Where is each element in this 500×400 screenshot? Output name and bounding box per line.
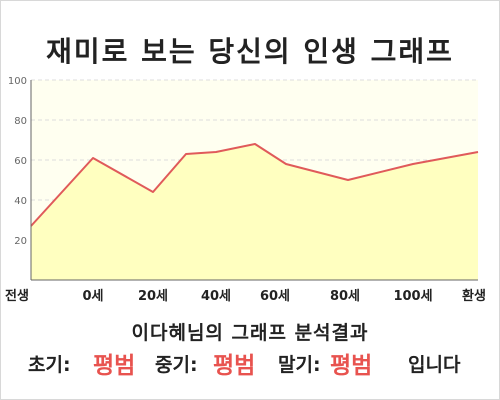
x-tick-label: 전생	[5, 288, 29, 304]
page-title: 재미로 보는 당신의 인생 그래프	[46, 35, 454, 68]
y-tick-label: 40	[14, 196, 27, 207]
x-tick-label: 80세	[330, 289, 360, 304]
late-label: 말기:	[278, 354, 321, 376]
late-verdict: 평범	[330, 353, 373, 379]
x-tick-label: 20세	[138, 289, 168, 304]
result-heading: 이다혜님의 그래프 분석결과	[131, 322, 369, 344]
y-tick-label: 60	[14, 156, 27, 167]
middle-verdict: 평범	[213, 353, 256, 379]
series-line	[30, 143, 479, 227]
result-suffix: 입니다	[408, 354, 461, 376]
early-label: 초기:	[28, 354, 71, 376]
life-graph-chart: 20 40 60 80 100 전생 0세 20세 40세 60세 80세 100세 환생	[5, 76, 486, 304]
middle-label: 중기:	[155, 354, 198, 376]
x-tick-label: 환생	[462, 288, 486, 304]
x-tick-label: 40세	[201, 289, 231, 304]
area-fill	[31, 144, 478, 280]
x-tick-label: 60세	[260, 289, 290, 304]
y-tick-label: 20	[14, 236, 27, 247]
result-summary: 초기: 평범 중기: 평범 말기: 평범 입니다	[28, 346, 488, 380]
x-tick-label: 0세	[82, 289, 103, 304]
y-tick-label: 100	[8, 76, 27, 87]
early-verdict: 평범	[93, 353, 136, 379]
x-tick-label: 100세	[393, 289, 432, 304]
y-tick-label: 80	[14, 116, 27, 127]
